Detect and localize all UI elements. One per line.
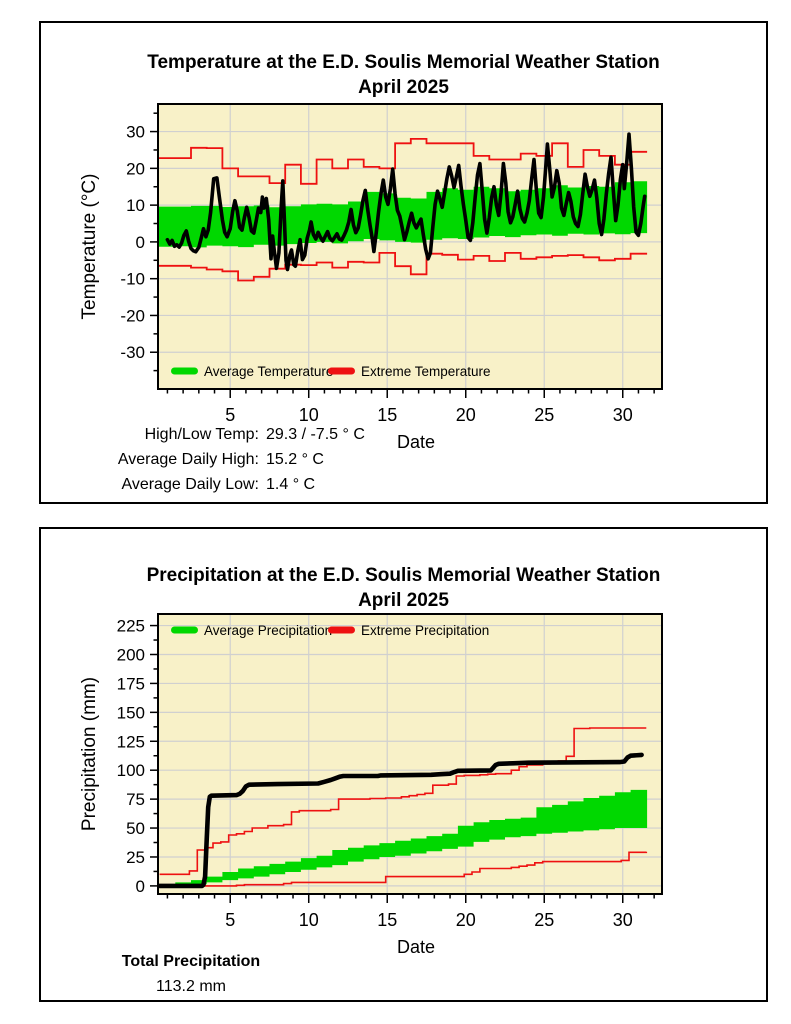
y-tick-labels: 225 200 175 150 125 100 75 50 25 0 xyxy=(117,617,145,896)
svg-text:15: 15 xyxy=(377,910,397,930)
precipitation-stats: Total Precipitation 113.2 mm xyxy=(101,949,281,999)
stat-average-daily-high: Average Daily High: 15.2 ° C xyxy=(67,451,365,476)
precip-extreme-low-line xyxy=(159,851,648,887)
svg-text:30: 30 xyxy=(126,123,145,142)
total-precipitation-label: Total Precipitation xyxy=(121,953,261,970)
x-axis-label: Date xyxy=(397,937,435,957)
svg-text:5: 5 xyxy=(225,910,235,930)
legend-label: Average Temperature xyxy=(204,364,333,379)
legend-label: Extreme Precipitation xyxy=(361,623,489,638)
svg-text:-20: -20 xyxy=(120,306,145,325)
precip-average-band xyxy=(158,789,648,886)
temp-extreme-high-line xyxy=(158,138,648,185)
legend-label: Average Precipitation xyxy=(204,623,332,638)
stat-label: High/Low Temp: xyxy=(144,426,259,443)
y-axis-label: Precipitation (mm) xyxy=(79,677,100,831)
y-tick-labels: 30 20 10 0 -10 -20 -30 xyxy=(120,123,145,363)
legend-swatch-average xyxy=(171,367,198,375)
temperature-chart: 5 10 15 20 25 30 30 20 10 0 -10 -20 -30 Date Temperatu… xyxy=(79,103,663,452)
temp-observed-line xyxy=(165,132,647,272)
svg-text:15: 15 xyxy=(377,405,397,425)
x-axis-label: Date xyxy=(397,432,435,452)
svg-text:5: 5 xyxy=(225,405,235,425)
svg-text:75: 75 xyxy=(126,790,145,809)
svg-text:25: 25 xyxy=(534,910,554,930)
plot-background xyxy=(158,104,662,389)
total-precipitation-value: 113.2 mm xyxy=(156,978,226,995)
svg-text:30: 30 xyxy=(613,910,633,930)
legend: Average Temperature Extreme Temperature xyxy=(171,364,491,379)
svg-text:25: 25 xyxy=(126,848,145,867)
svg-text:200: 200 xyxy=(117,645,145,664)
precipitation-chart: 5 10 15 20 25 30 225 200 175 150 125 100 75 50 25 0 Date… xyxy=(79,613,663,957)
stat-average-daily-low: Average Daily Low: 1.4 ° C xyxy=(67,476,365,501)
legend-swatch-extreme xyxy=(328,626,355,634)
svg-text:30: 30 xyxy=(613,405,633,425)
svg-text:0: 0 xyxy=(136,233,145,252)
temperature-title-line1: Temperature at the E.D. Soulis Memorial … xyxy=(147,52,660,73)
y-axis-label: Temperature (°C) xyxy=(79,174,100,320)
stat-high-low-temp: High/Low Temp: 29.3 / -7.5 ° C xyxy=(67,426,365,451)
precipitation-title-line2: April 2025 xyxy=(358,590,449,611)
svg-text:20: 20 xyxy=(126,159,145,178)
legend-swatch-average xyxy=(171,626,198,634)
svg-text:-10: -10 xyxy=(120,270,145,289)
svg-text:10: 10 xyxy=(126,196,145,215)
stat-label: Average Daily High: xyxy=(117,451,259,468)
axis-ticks xyxy=(150,624,655,903)
svg-text:0: 0 xyxy=(136,877,145,896)
legend-swatch-extreme xyxy=(328,367,355,375)
legend: Average Precipitation Extreme Precipitati… xyxy=(171,623,489,638)
x-tick-labels: 5 10 15 20 25 30 xyxy=(225,910,633,930)
temperature-chart-title: Temperature at the E.D. Soulis Memorial … xyxy=(41,50,766,100)
stat-value: 15.2 ° C xyxy=(266,451,324,468)
temperature-title-line2: April 2025 xyxy=(358,77,449,98)
svg-text:10: 10 xyxy=(299,405,319,425)
svg-text:100: 100 xyxy=(117,761,145,780)
legend-label: Extreme Temperature xyxy=(361,364,491,379)
stat-label: Average Daily Low: xyxy=(121,476,259,493)
svg-text:125: 125 xyxy=(117,732,145,751)
plot-frame xyxy=(157,103,663,390)
svg-text:20: 20 xyxy=(456,910,476,930)
precipitation-title-line1: Precipitation at the E.D. Soulis Memoria… xyxy=(146,565,661,586)
temperature-stats: High/Low Temp: 29.3 / -7.5 ° C Average D… xyxy=(67,426,365,501)
svg-text:20: 20 xyxy=(456,405,476,425)
temp-extreme-low-line xyxy=(158,252,648,282)
temperature-figure: 5 10 15 20 25 30 30 20 10 0 -10 -20 -30 Date Temperatu… xyxy=(39,21,768,504)
precip-observed-line xyxy=(157,752,644,889)
stat-value: 1.4 ° C xyxy=(266,476,316,493)
svg-text:50: 50 xyxy=(126,819,145,838)
svg-text:175: 175 xyxy=(117,674,145,693)
svg-text:25: 25 xyxy=(534,405,554,425)
axis-ticks xyxy=(150,112,655,398)
precipitation-figure: 5 10 15 20 25 30 225 200 175 150 125 100 75 50 25 0 Date… xyxy=(39,527,768,1002)
plot-frame xyxy=(157,613,663,895)
svg-text:225: 225 xyxy=(117,617,145,636)
svg-text:-30: -30 xyxy=(120,343,145,362)
precipitation-chart-title: Precipitation at the E.D. Soulis Memoria… xyxy=(41,563,766,613)
x-tick-labels: 5 10 15 20 25 30 xyxy=(225,405,633,425)
precip-extreme-high-line xyxy=(159,727,647,876)
svg-text:150: 150 xyxy=(117,703,145,722)
stat-value: 29.3 / -7.5 ° C xyxy=(266,426,365,443)
svg-text:10: 10 xyxy=(299,910,319,930)
